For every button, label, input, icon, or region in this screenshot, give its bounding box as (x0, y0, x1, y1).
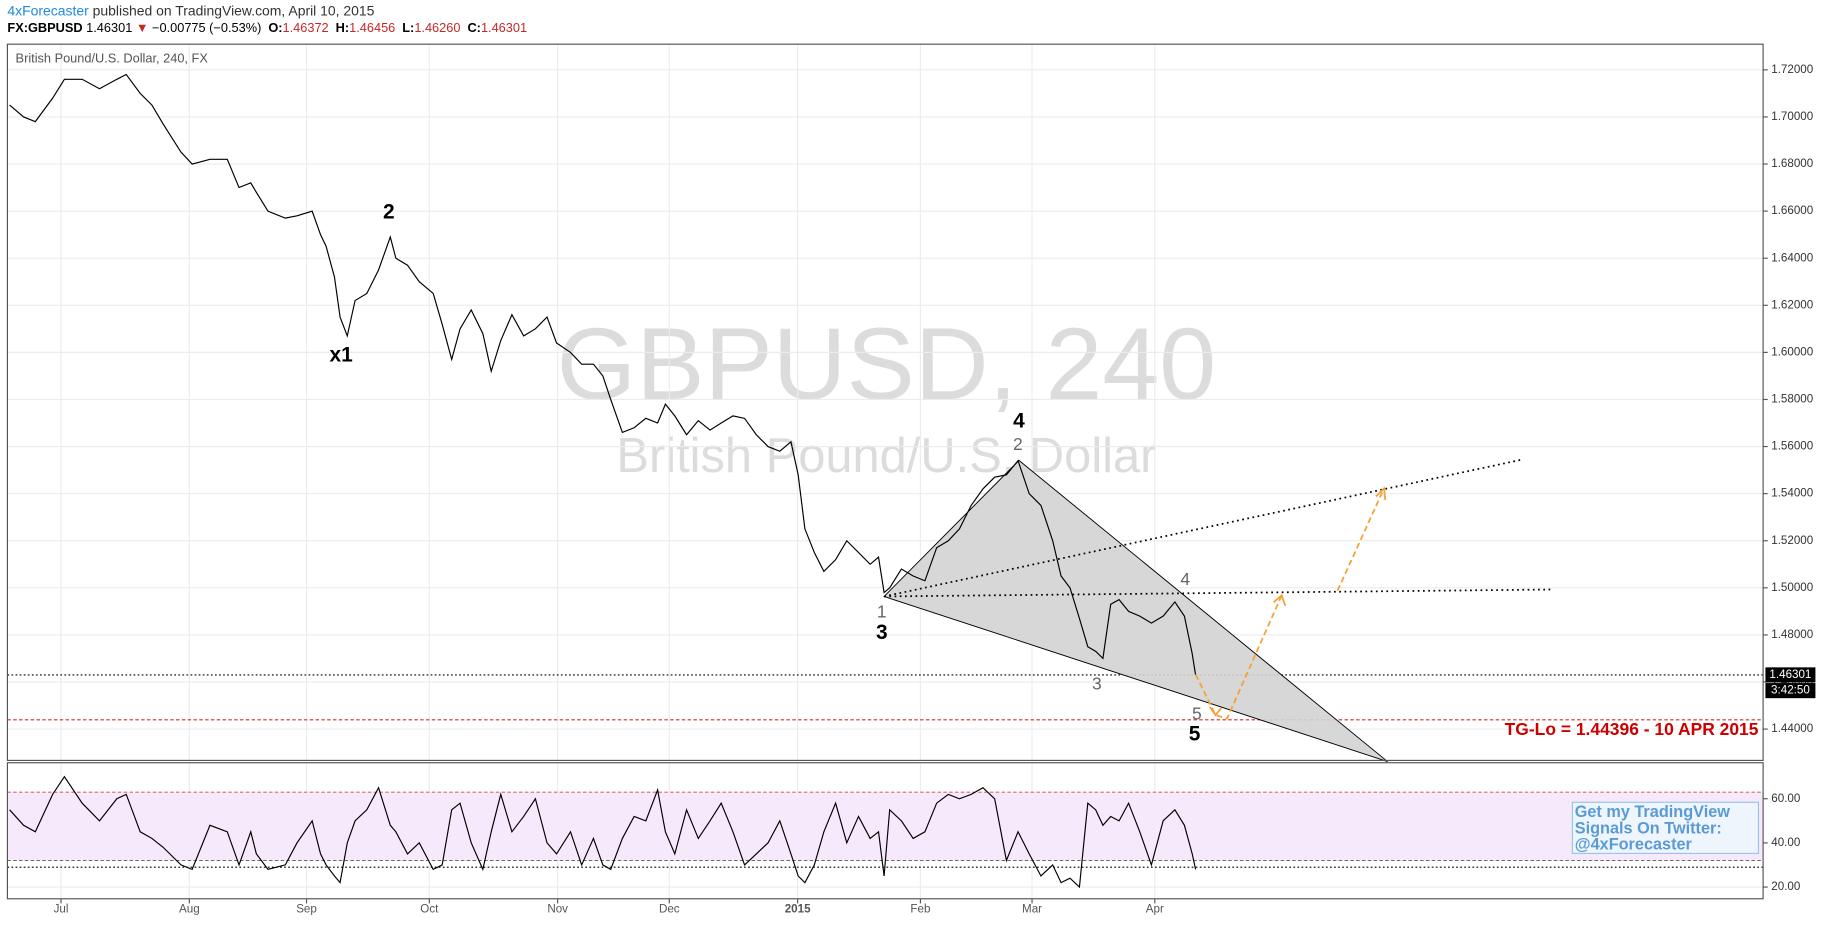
countdown-tag (1765, 683, 1816, 699)
arrow-head (1273, 593, 1287, 607)
y-tick-label: 60.00 (1771, 792, 1800, 805)
y-tick-label: 1.62000 (1771, 298, 1813, 311)
trend-line (884, 588, 1553, 598)
change: −0.00775 (−0.53%) (152, 20, 261, 35)
ohlc-key: L: (402, 20, 414, 35)
price-panel (6, 43, 1764, 761)
last-price-tag (1765, 667, 1816, 683)
ohlc-value: 1.46260 (414, 20, 460, 35)
x-tick-label: 2015 (785, 902, 811, 915)
ohlc-key: O: (268, 20, 282, 35)
y-tick-label: 1.72000 (1771, 63, 1813, 76)
panel-title: British Pound/U.S. Dollar, 240, FX (16, 51, 209, 66)
wave-label: 5 (1192, 704, 1202, 724)
y-tick-label: 1.64000 (1771, 251, 1813, 264)
y-tick-label: 40.00 (1771, 836, 1800, 849)
author[interactable]: 4xForecaster (7, 2, 89, 18)
wave-label: 4 (1180, 569, 1190, 589)
grid: GBPUSD, 240 British Pound/U.S. Dollar (7, 44, 1764, 899)
y-tick-label: 1.44000 (1771, 722, 1813, 735)
x-tick-label: Aug (179, 902, 200, 915)
x-tick-label: Nov (547, 902, 568, 915)
y-tick-label: 1.60000 (1771, 345, 1813, 358)
y-tick-label: 1.56000 (1771, 440, 1813, 453)
arrow: ▼ (136, 20, 149, 35)
published: published on TradingView.com, April 10, … (93, 2, 375, 18)
wave-label: 2 (383, 200, 395, 223)
series-line (9, 73, 1197, 676)
projection (1194, 594, 1283, 720)
countdown: 3:42:50 (1771, 684, 1810, 697)
ohlc: O:1.46372 H:1.46456 L:1.46260 C:1.46301 (268, 20, 527, 35)
x-tick-label: Dec (659, 902, 680, 915)
plot (9, 73, 1197, 889)
arrow-head (1208, 706, 1222, 717)
y-tick-label: 1.70000 (1771, 110, 1813, 123)
last: 1.46301 (86, 20, 132, 35)
watermark: British Pound/U.S. Dollar (616, 429, 1156, 483)
y-tick-label: 1.54000 (1771, 487, 1813, 500)
wave-label: 3 (876, 621, 888, 644)
y-tick-label: 20.00 (1771, 880, 1800, 893)
rsi-band (7, 792, 1764, 861)
y-tick-label: 1.52000 (1771, 534, 1813, 547)
wave-label: 4 (1013, 410, 1025, 433)
last-price-label: 1.46301 (1769, 668, 1811, 681)
x-tick-label: Sep (296, 902, 317, 915)
ohlc-value: 1.46301 (481, 20, 527, 35)
ohlc-key: H: (336, 20, 349, 35)
x-tick-label: Jul (54, 902, 69, 915)
y-tick-label: 1.48000 (1771, 628, 1813, 641)
arrow-head (1375, 486, 1387, 501)
note-text: Get my TradingView (1575, 803, 1731, 821)
wave-label: 2 (1013, 434, 1023, 454)
y-tick-label: 1.50000 (1771, 581, 1813, 594)
header-line: 4xForecaster published on TradingView.co… (7, 2, 374, 18)
y-tick-label: 1.68000 (1771, 157, 1813, 170)
ohlc-key: C: (467, 20, 480, 35)
wave-label: 3 (1092, 673, 1102, 693)
watermark: GBPUSD, 240 (557, 306, 1217, 421)
projection (1336, 487, 1385, 592)
quote-line: FX:GBPUSD 1.46301 ▼ −0.00775 (−0.53%) O:1… (7, 20, 527, 35)
ohlc-value: 1.46456 (349, 20, 395, 35)
note-text: @4xForecaster (1575, 836, 1693, 854)
wave-label: 5 (1189, 722, 1201, 745)
x-tick-label: Mar (1022, 902, 1042, 915)
note-box (1571, 801, 1760, 855)
note-text: Signals On Twitter: (1575, 819, 1722, 837)
ohlc-value: 1.46372 (283, 20, 329, 35)
y-tick-label: 1.66000 (1771, 204, 1813, 217)
wave-label: x1 (329, 343, 353, 366)
target-label: TG-Lo = 1.44396 - 10 APR 2015 (1505, 719, 1759, 739)
wave-label: 1 (877, 601, 887, 621)
symbol: FX:GBPUSD (7, 20, 82, 35)
rsi-panel (6, 762, 1764, 900)
trend-line (883, 458, 1524, 598)
wedge (883, 459, 1388, 763)
x-tick-label: Feb (910, 902, 930, 915)
x-tick-label: Apr (1146, 902, 1164, 915)
x-tick-label: Oct (420, 902, 439, 915)
y-tick-label: 1.58000 (1771, 393, 1813, 406)
series-line (9, 775, 1197, 889)
